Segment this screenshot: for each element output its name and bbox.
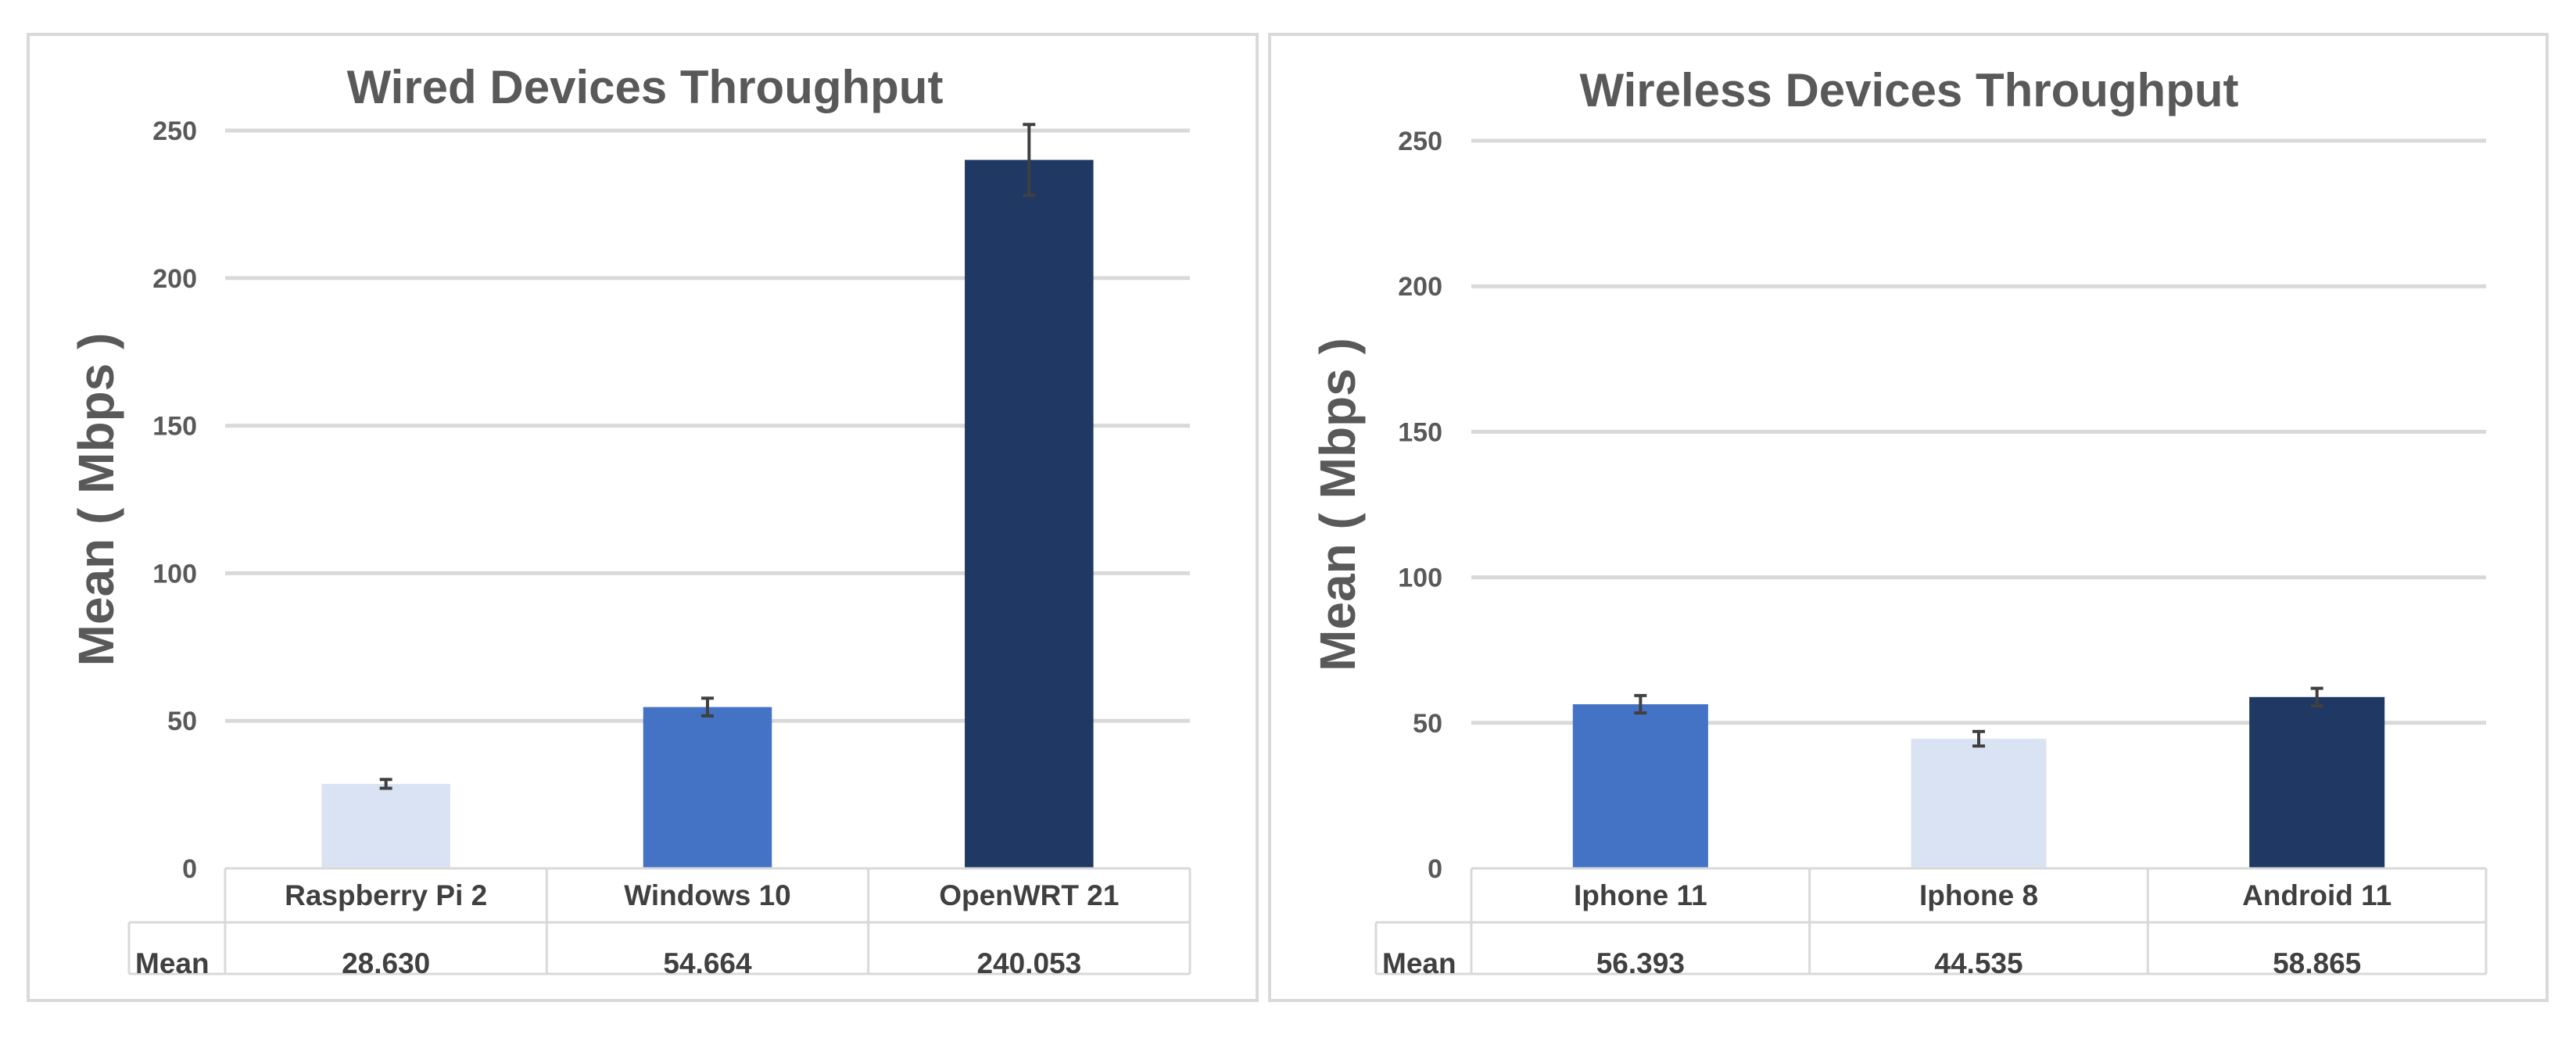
y-axis-title: Mean ( Mbps )	[1309, 338, 1366, 671]
table-cell-value: 56.393	[1596, 947, 1685, 979]
y-axis-title: Mean ( Mbps )	[68, 333, 124, 667]
table-cell-value: 240.053	[976, 947, 1081, 979]
bar	[2249, 696, 2385, 868]
y-tick-label: 0	[1428, 854, 1442, 884]
y-tick-label: 100	[1398, 564, 1442, 593]
y-tick-label: 200	[1398, 272, 1442, 302]
wireless-chart: Wireless Devices Throughput Mean ( Mbps )…	[1268, 33, 2549, 1002]
bar	[965, 159, 1094, 868]
y-tick-label: 0	[182, 854, 197, 884]
bar	[321, 783, 450, 868]
chart-title: Wired Devices Throughput	[347, 61, 944, 113]
y-tick-label: 200	[152, 264, 197, 294]
x-category-label: Windows 10	[624, 879, 790, 911]
y-tick-label: 50	[1413, 709, 1442, 739]
y-tick-label: 250	[1398, 127, 1442, 156]
x-category-label: OpenWRT 21	[939, 879, 1119, 911]
x-category-label: Iphone 11	[1574, 879, 1707, 911]
y-tick-label: 150	[152, 412, 197, 442]
bar	[643, 707, 772, 868]
table-cell-value: 58.865	[2273, 947, 2361, 979]
table-cell-value: 44.535	[1934, 947, 2022, 979]
table-cell-value: 54.664	[663, 947, 752, 979]
table-cell-value: 28.630	[342, 947, 430, 979]
x-category-label: Iphone 8	[1919, 879, 2038, 911]
table-row-label: Mean	[135, 947, 210, 979]
bar	[1572, 703, 1708, 868]
x-category-label: Raspberry Pi 2	[285, 879, 487, 911]
y-tick-label: 150	[1398, 417, 1442, 447]
chart-title: Wireless Devices Throughput	[1580, 64, 2239, 116]
y-tick-label: 250	[152, 116, 197, 146]
bar	[1911, 739, 2047, 868]
x-category-label: Android 11	[2242, 879, 2391, 911]
y-tick-label: 100	[152, 559, 197, 589]
y-tick-label: 50	[167, 707, 197, 736]
table-row-label: Mean	[1382, 947, 1456, 979]
wired-chart: Wired Devices Throughput Mean ( Mbps ) 0 50…	[27, 33, 1259, 1002]
